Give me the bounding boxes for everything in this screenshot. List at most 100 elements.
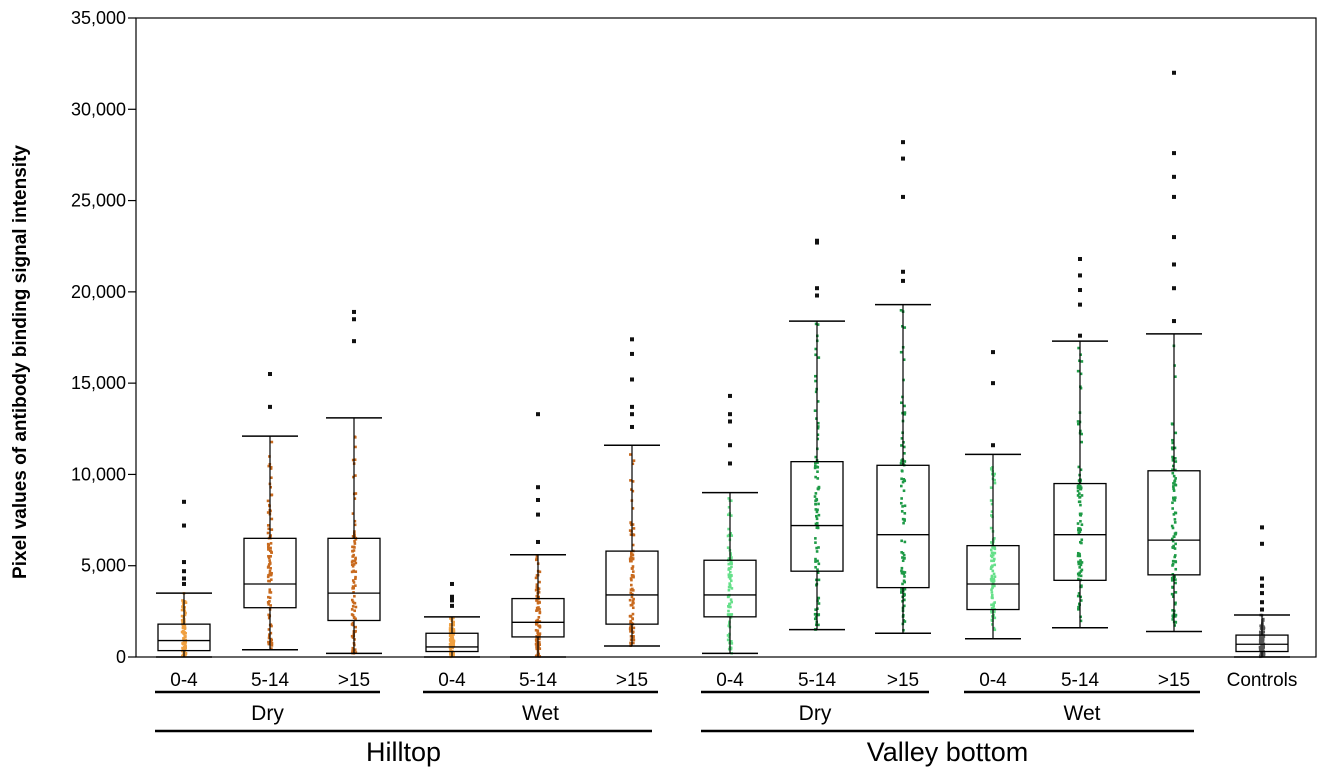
group-label: Valley bottom xyxy=(867,737,1029,767)
data-point xyxy=(448,623,452,626)
data-point xyxy=(183,635,187,638)
data-point xyxy=(267,555,270,558)
data-point xyxy=(1080,440,1084,444)
data-point xyxy=(727,505,731,509)
data-point xyxy=(534,588,538,592)
data-point xyxy=(814,374,817,378)
data-point xyxy=(728,633,731,637)
subgroup-label: Dry xyxy=(251,702,284,725)
data-point xyxy=(1080,494,1084,497)
data-point xyxy=(268,569,272,573)
data-point xyxy=(1172,535,1176,538)
data-point xyxy=(270,493,273,497)
data-point xyxy=(270,647,273,650)
data-point xyxy=(449,636,453,640)
data-point xyxy=(816,599,819,603)
data-point xyxy=(629,479,632,482)
box-hilltop-dry-cat-2 xyxy=(326,309,382,655)
data-point xyxy=(816,433,820,437)
data-point xyxy=(353,519,357,523)
data-point xyxy=(899,462,903,465)
data-point xyxy=(727,567,731,570)
data-point xyxy=(1078,561,1081,564)
data-point xyxy=(727,588,731,592)
data-point xyxy=(992,572,996,576)
data-point xyxy=(903,540,907,544)
data-point xyxy=(535,554,539,558)
data-point xyxy=(1258,630,1262,634)
data-point xyxy=(537,607,540,611)
data-point xyxy=(1171,438,1174,442)
x-tick-label: 0-4 xyxy=(979,670,1007,691)
data-point xyxy=(728,613,732,616)
data-point xyxy=(1079,386,1083,390)
data-point xyxy=(351,646,355,650)
data-point xyxy=(354,575,357,579)
data-point xyxy=(354,584,357,587)
data-point xyxy=(535,638,538,642)
data-point xyxy=(536,608,539,612)
data-point xyxy=(354,617,357,621)
data-point xyxy=(449,652,452,656)
data-point xyxy=(993,547,996,550)
data-point xyxy=(814,541,817,544)
outlier-point xyxy=(268,404,272,409)
data-point xyxy=(630,488,633,491)
data-point xyxy=(631,575,634,578)
outlier-point xyxy=(1172,174,1176,179)
data-point xyxy=(730,587,734,590)
box-valley-bottom-dry-cat-6 xyxy=(702,393,758,655)
data-point xyxy=(353,559,356,563)
data-point xyxy=(451,638,455,642)
data-point xyxy=(269,554,272,558)
data-point xyxy=(632,597,635,601)
data-point xyxy=(816,400,820,403)
data-point xyxy=(729,614,733,618)
data-point xyxy=(353,601,357,605)
data-point xyxy=(991,585,995,588)
data-point xyxy=(993,610,996,614)
data-point xyxy=(354,474,357,477)
data-point xyxy=(903,620,907,623)
data-point xyxy=(727,575,731,579)
outlier-point xyxy=(1260,583,1264,588)
data-point xyxy=(993,478,996,482)
data-point xyxy=(729,532,732,535)
data-point xyxy=(814,475,817,479)
data-point xyxy=(1174,560,1178,564)
data-point xyxy=(1077,608,1080,611)
data-point xyxy=(266,542,270,546)
outlier-point xyxy=(182,523,186,528)
data-point xyxy=(268,572,272,575)
data-point xyxy=(536,633,540,637)
data-point xyxy=(1077,592,1081,595)
outlier-point xyxy=(1260,541,1264,546)
outlier-point xyxy=(1172,286,1176,291)
data-point xyxy=(267,603,270,606)
data-point xyxy=(450,639,453,643)
data-point xyxy=(1079,559,1082,562)
data-point xyxy=(900,401,903,405)
y-tick-label: 30,000 xyxy=(71,99,126,119)
outlier-point xyxy=(1260,607,1264,612)
data-point xyxy=(1080,432,1083,436)
data-point xyxy=(816,461,819,464)
data-point xyxy=(1076,489,1080,493)
data-point xyxy=(183,648,186,652)
iqr-box xyxy=(157,623,211,652)
data-point xyxy=(991,586,994,590)
data-point xyxy=(814,615,818,619)
data-point xyxy=(1170,537,1174,541)
outlier-point xyxy=(630,404,634,409)
data-point xyxy=(815,510,819,514)
x-axis: 0-4 5-14 >15 0-4 5-14 >15 0-4 5-14 >15 0-4 5-14 >15… xyxy=(170,670,1297,691)
data-point xyxy=(729,647,733,651)
data-point xyxy=(1261,619,1265,622)
data-point xyxy=(730,556,733,559)
outlier-point xyxy=(630,337,634,342)
data-point xyxy=(268,633,271,636)
data-point xyxy=(1171,585,1174,589)
box-hilltop-wet-cat-3 xyxy=(424,581,480,659)
data-point xyxy=(990,559,993,563)
data-point xyxy=(183,600,187,603)
